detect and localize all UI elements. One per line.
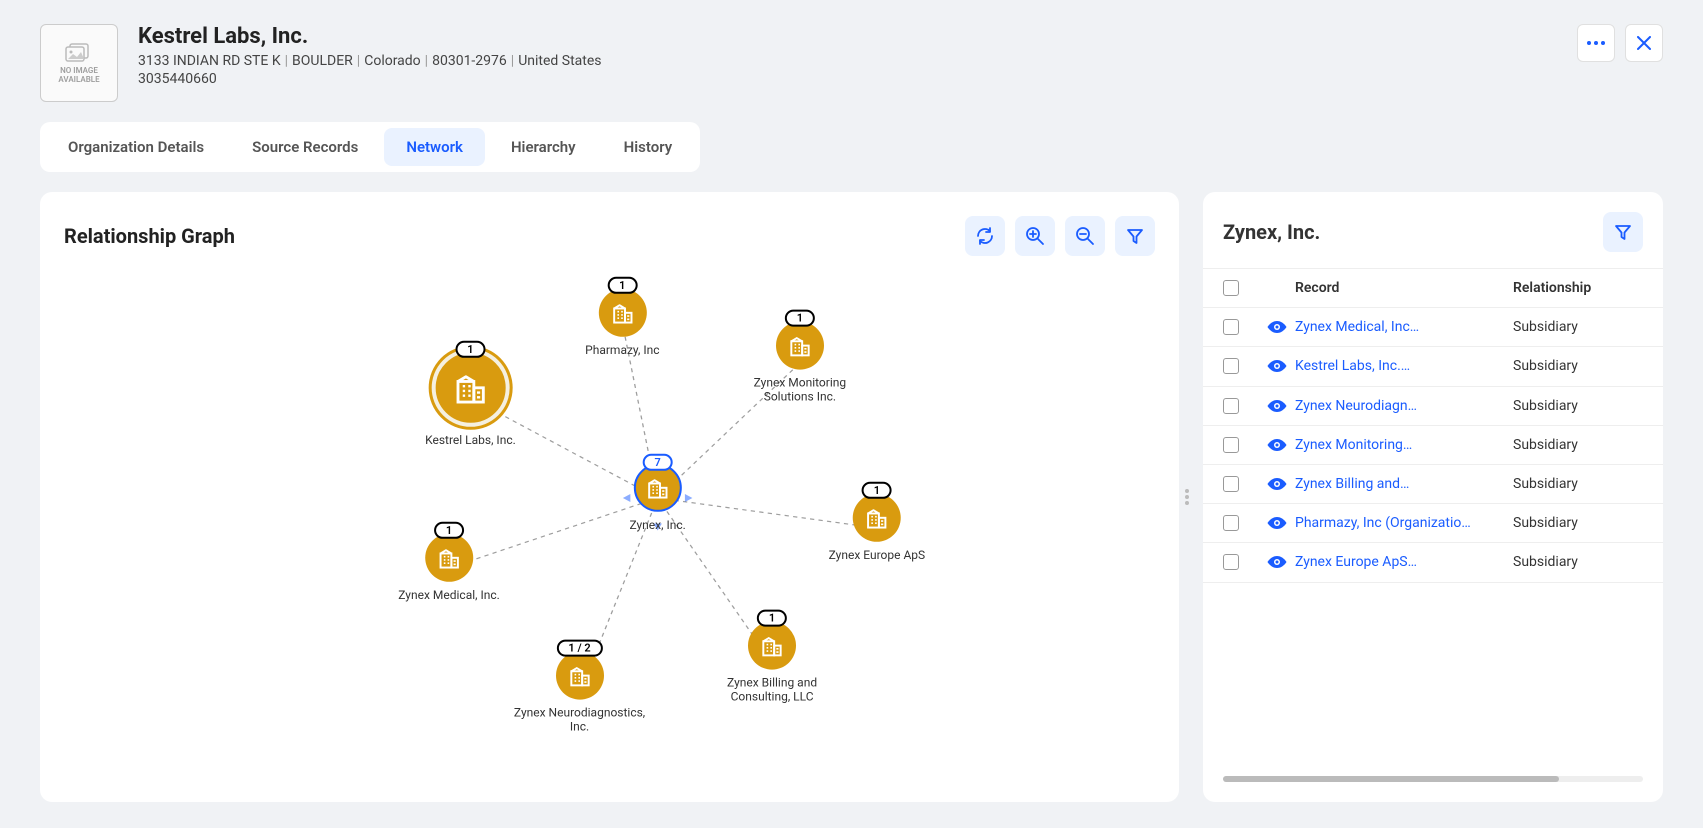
org-address: 3133 INDIAN RD STE K|BOULDER|Colorado|80…: [138, 53, 602, 69]
record-link[interactable]: Zynex Billing and…: [1295, 475, 1513, 493]
tab-hierarchy[interactable]: Hierarchy: [489, 128, 598, 166]
relationship-value: Subsidiary: [1513, 437, 1643, 453]
graph-node-neuro[interactable]: 1 / 2Zynex Neurodiagnostics, Inc.: [510, 652, 650, 735]
details-filter-button[interactable]: [1603, 212, 1643, 252]
relationship-table: Record Relationship Zynex Medical, Inc… …: [1203, 268, 1663, 766]
relationship-value: Subsidiary: [1513, 319, 1643, 335]
close-icon: [1637, 36, 1651, 50]
tab-source-records[interactable]: Source Records: [230, 128, 380, 166]
close-button[interactable]: [1625, 24, 1663, 62]
relationship-value: Subsidiary: [1513, 554, 1643, 570]
graph-node-pharmazy[interactable]: 1Pharmazy, Inc: [585, 289, 659, 357]
graph-node-europe[interactable]: 1Zynex Europe ApS: [829, 494, 926, 562]
eye-icon: [1266, 399, 1288, 413]
ellipsis-icon: [1587, 41, 1605, 45]
relationship-value: Subsidiary: [1513, 398, 1643, 414]
row-checkbox[interactable]: [1223, 319, 1239, 335]
tab-network[interactable]: Network: [384, 128, 485, 166]
zoom-in-icon: [1025, 226, 1045, 246]
graph-node-medical[interactable]: 1Zynex Medical, Inc.: [398, 534, 500, 602]
scrollbar-thumb[interactable]: [1223, 776, 1559, 782]
table-body: Zynex Medical, Inc… Subsidiary Kestrel L…: [1203, 308, 1663, 582]
table-row: Zynex Europe ApS… Subsidiary: [1203, 543, 1663, 582]
table-row: Zynex Neurodiagn… Subsidiary: [1203, 387, 1663, 426]
org-info-block: Kestrel Labs, Inc. 3133 INDIAN RD STE K|…: [138, 24, 602, 87]
zoom-out-icon: [1075, 226, 1095, 246]
row-checkbox[interactable]: [1223, 437, 1239, 453]
view-record-button[interactable]: [1259, 477, 1295, 491]
details-panel: Zynex, Inc. Record Relationship Zynex Me…: [1203, 192, 1663, 802]
column-header-relationship: Relationship: [1513, 280, 1643, 296]
page-header: NO IMAGEAVAILABLE Kestrel Labs, Inc. 313…: [40, 24, 1663, 102]
horizontal-scrollbar[interactable]: [1223, 776, 1643, 782]
table-row: Kestrel Labs, Inc.… Subsidiary: [1203, 347, 1663, 386]
record-link[interactable]: Kestrel Labs, Inc.…: [1295, 357, 1513, 375]
column-header-record: Record: [1259, 279, 1513, 297]
no-image-text-2: AVAILABLE: [58, 75, 99, 84]
image-placeholder-icon: [65, 41, 93, 63]
table-row: Zynex Billing and… Subsidiary: [1203, 465, 1663, 504]
graph-node-center[interactable]: 7Zynex, Inc.: [629, 464, 685, 532]
row-checkbox[interactable]: [1223, 358, 1239, 374]
org-name: Kestrel Labs, Inc.: [138, 24, 602, 49]
row-checkbox[interactable]: [1223, 515, 1239, 531]
row-checkbox[interactable]: [1223, 554, 1239, 570]
view-record-button[interactable]: [1259, 320, 1295, 334]
no-image-text-1: NO IMAGE: [60, 66, 98, 75]
table-row: Zynex Medical, Inc… Subsidiary: [1203, 308, 1663, 347]
refresh-button[interactable]: [965, 216, 1005, 256]
more-actions-button[interactable]: [1577, 24, 1615, 62]
panel-resize-handle[interactable]: [1185, 489, 1189, 505]
eye-icon: [1266, 516, 1288, 530]
zoom-out-button[interactable]: [1065, 216, 1105, 256]
eye-icon: [1266, 320, 1288, 334]
record-link[interactable]: Zynex Neurodiagn…: [1295, 397, 1513, 415]
table-row: Zynex Monitoring… Subsidiary: [1203, 426, 1663, 465]
zoom-in-button[interactable]: [1015, 216, 1055, 256]
graph-title: Relationship Graph: [64, 224, 235, 248]
relationship-value: Subsidiary: [1513, 358, 1643, 374]
org-phone: 3035440660: [138, 71, 602, 87]
refresh-icon: [975, 226, 995, 246]
record-link[interactable]: Zynex Europe ApS…: [1295, 553, 1513, 571]
record-link[interactable]: Zynex Monitoring…: [1295, 436, 1513, 454]
row-checkbox[interactable]: [1223, 398, 1239, 414]
eye-icon: [1266, 555, 1288, 569]
select-all-checkbox[interactable]: [1223, 280, 1239, 296]
graph-node-kestrel[interactable]: 1Kestrel Labs, Inc.: [425, 349, 516, 447]
eye-icon: [1266, 477, 1288, 491]
filter-icon: [1614, 223, 1632, 241]
graph-node-zms[interactable]: 1Zynex Monitoring Solutions Inc.: [730, 322, 870, 405]
view-record-button[interactable]: [1259, 555, 1295, 569]
record-link[interactable]: Pharmazy, Inc (Organizatio…: [1295, 514, 1513, 532]
view-record-button[interactable]: [1259, 399, 1295, 413]
tab-organization-details[interactable]: Organization Details: [46, 128, 226, 166]
tabs-bar: Organization DetailsSource RecordsNetwor…: [40, 122, 700, 172]
view-record-button[interactable]: [1259, 359, 1295, 373]
filter-icon: [1126, 227, 1144, 245]
table-header: Record Relationship: [1203, 268, 1663, 308]
relationship-value: Subsidiary: [1513, 476, 1643, 492]
table-row: Pharmazy, Inc (Organizatio… Subsidiary: [1203, 504, 1663, 543]
row-checkbox[interactable]: [1223, 476, 1239, 492]
eye-icon: [1266, 359, 1288, 373]
details-title: Zynex, Inc.: [1223, 220, 1320, 244]
relationship-graph-panel: Relationship Graph: [40, 192, 1179, 802]
graph-node-billing[interactable]: 1Zynex Billing and Consulting, LLC: [702, 622, 842, 705]
relationship-value: Subsidiary: [1513, 515, 1643, 531]
record-link[interactable]: Zynex Medical, Inc…: [1295, 318, 1513, 336]
view-record-button[interactable]: [1259, 516, 1295, 530]
filter-button[interactable]: [1115, 216, 1155, 256]
view-record-button[interactable]: [1259, 438, 1295, 452]
graph-canvas[interactable]: 7Zynex, Inc. 1Kestrel Labs, Inc. 1Pharmazy…: [64, 268, 1155, 788]
eye-icon: [1266, 438, 1288, 452]
tab-history[interactable]: History: [602, 128, 695, 166]
no-image-placeholder: NO IMAGEAVAILABLE: [40, 24, 118, 102]
